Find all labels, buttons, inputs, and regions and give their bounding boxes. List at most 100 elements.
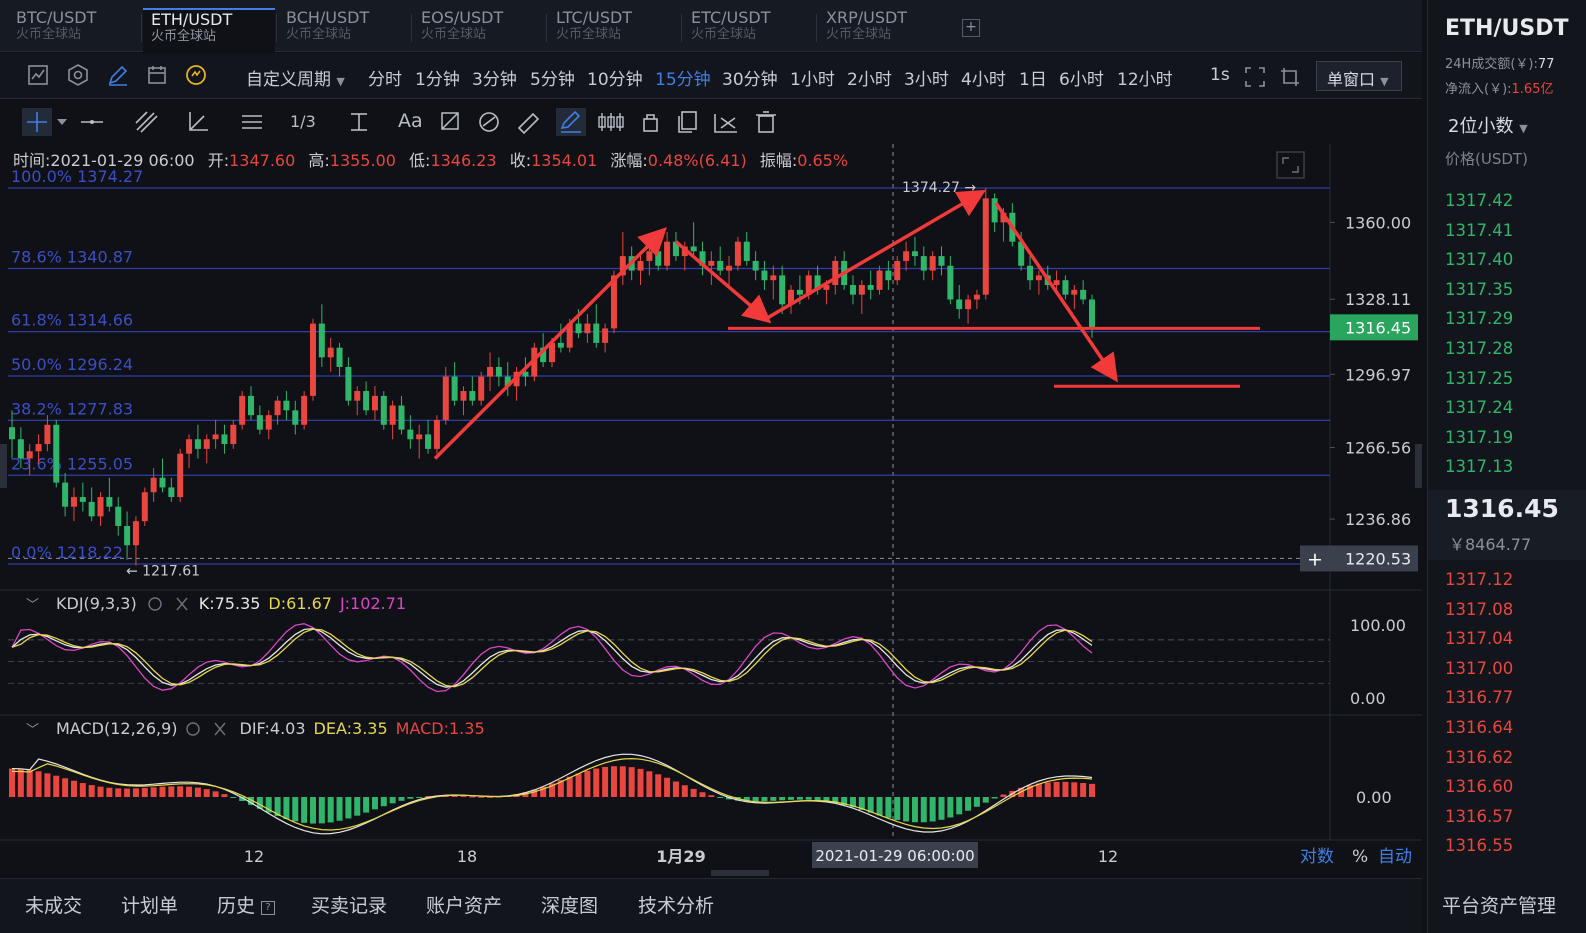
candle[interactable]	[965, 294, 972, 324]
candle[interactable]	[478, 371, 485, 406]
tab-eos-usdt[interactable]: EOS/USDT 火币全球站	[413, 8, 545, 52]
candle[interactable]	[495, 357, 502, 387]
candle[interactable]	[1035, 270, 1042, 295]
trend-line-icon[interactable]	[132, 108, 162, 136]
ask-price[interactable]: 1317.25	[1445, 368, 1514, 388]
trend-arrow[interactable]	[765, 189, 987, 321]
candle[interactable]	[664, 232, 671, 271]
candle[interactable]	[734, 236, 741, 271]
bid-price[interactable]: 1317.04	[1445, 629, 1514, 649]
macd-settings-icon[interactable]	[186, 722, 200, 736]
indicator-icon[interactable]	[184, 63, 208, 87]
candle[interactable]	[761, 260, 768, 290]
measure-icon[interactable]	[345, 108, 375, 136]
wave-icon[interactable]: 1/3	[290, 112, 316, 131]
candle[interactable]	[159, 458, 166, 493]
candle[interactable]	[230, 419, 237, 449]
bottom-tab-6[interactable]: 技术分析	[638, 895, 715, 917]
candle[interactable]	[602, 323, 609, 353]
add-tab-button[interactable]: +	[962, 19, 980, 37]
candle[interactable]	[336, 342, 343, 377]
candle[interactable]	[1089, 294, 1095, 339]
ask-price[interactable]: 1317.28	[1445, 339, 1514, 358]
right-panel-handle[interactable]	[1415, 444, 1422, 488]
candle[interactable]	[726, 256, 733, 286]
candle[interactable]	[292, 400, 299, 435]
candle[interactable]	[53, 419, 60, 488]
candle[interactable]	[982, 188, 989, 300]
kdj-collapse-icon[interactable]: ﹀	[26, 598, 39, 613]
custom-period-select[interactable]: 自定义周期 ▼	[246, 65, 345, 90]
period-13[interactable]: 12小时	[1117, 70, 1173, 90]
candle[interactable]	[690, 222, 697, 257]
candle[interactable]	[531, 342, 538, 382]
candle[interactable]	[849, 275, 856, 305]
period-12[interactable]: 6小时	[1059, 70, 1104, 90]
ruler-icon[interactable]	[514, 108, 544, 136]
ask-price[interactable]: 1317.19	[1445, 427, 1514, 447]
magnet-icon[interactable]	[711, 108, 741, 136]
candle[interactable]	[35, 434, 42, 464]
candle[interactable]	[1080, 280, 1087, 305]
decimals-select[interactable]: 2位小数 ▼	[1448, 112, 1528, 138]
candle[interactable]	[283, 391, 290, 420]
candle[interactable]	[947, 256, 954, 305]
candle[interactable]	[522, 357, 529, 387]
candle[interactable]	[124, 511, 131, 560]
candle[interactable]	[194, 424, 201, 459]
draw-mode-icon[interactable]	[556, 108, 586, 136]
candle[interactable]	[17, 427, 24, 469]
candle[interactable]	[97, 492, 104, 526]
period-4[interactable]: 10分钟	[587, 70, 643, 90]
candle[interactable]	[938, 246, 945, 276]
ask-price[interactable]: 1317.29	[1445, 309, 1514, 329]
text-icon[interactable]: Aa	[398, 110, 423, 132]
tab-btc-usdt[interactable]: BTC/USDT 火币全球站	[8, 8, 140, 52]
bid-price[interactable]: 1316.55	[1445, 836, 1514, 856]
kdj-settings-icon[interactable]	[148, 597, 162, 611]
candle[interactable]	[1071, 285, 1078, 310]
period-11[interactable]: 1日	[1019, 70, 1047, 90]
asset-management-title[interactable]: 平台资产管理	[1442, 895, 1557, 917]
ask-price[interactable]: 1317.41	[1445, 220, 1514, 240]
candle[interactable]	[141, 487, 148, 526]
candle[interactable]	[956, 285, 963, 319]
settings-icon[interactable]	[66, 63, 90, 87]
candle[interactable]	[1027, 256, 1034, 290]
candle[interactable]	[743, 232, 750, 266]
candle[interactable]	[371, 386, 378, 420]
candle-pattern-icon[interactable]	[596, 108, 626, 136]
expand-chart-icon[interactable]	[1276, 151, 1305, 179]
candle[interactable]	[637, 251, 644, 286]
candle[interactable]	[398, 395, 405, 435]
candle[interactable]	[407, 415, 414, 449]
chart-type-icon[interactable]	[26, 63, 50, 87]
bid-price[interactable]: 1316.77	[1445, 688, 1514, 708]
parallel-lines-icon[interactable]	[238, 108, 268, 136]
candle[interactable]	[487, 352, 494, 392]
candle[interactable]	[788, 285, 795, 314]
candle[interactable]	[593, 304, 600, 348]
copy-icon[interactable]	[673, 108, 703, 136]
candle[interactable]	[451, 362, 458, 406]
macd-close-icon[interactable]	[214, 722, 226, 736]
candle[interactable]	[469, 376, 476, 406]
angle-icon[interactable]	[184, 108, 214, 136]
candle[interactable]	[318, 304, 325, 367]
candle[interactable]	[584, 313, 591, 343]
bottom-tab-3[interactable]: 买卖记录	[311, 895, 388, 917]
bottom-tab-0[interactable]: 未成交	[25, 895, 83, 917]
trend-arrow[interactable]	[994, 202, 1118, 383]
period-6[interactable]: 30分钟	[722, 70, 778, 90]
candle[interactable]	[327, 338, 334, 372]
period-5[interactable]: 15分钟	[655, 70, 711, 90]
eraser-icon[interactable]	[474, 108, 504, 136]
tab-eth-usdt[interactable]: ETH/USDT 火币全球站	[143, 8, 275, 52]
bottom-tab-4[interactable]: 账户资产	[426, 895, 503, 917]
pen-icon[interactable]	[106, 63, 130, 87]
ask-price[interactable]: 1317.24	[1445, 398, 1514, 418]
candle[interactable]	[699, 241, 706, 276]
ask-price[interactable]: 1317.40	[1445, 250, 1514, 270]
candle[interactable]	[752, 251, 759, 281]
candle[interactable]	[150, 468, 157, 502]
